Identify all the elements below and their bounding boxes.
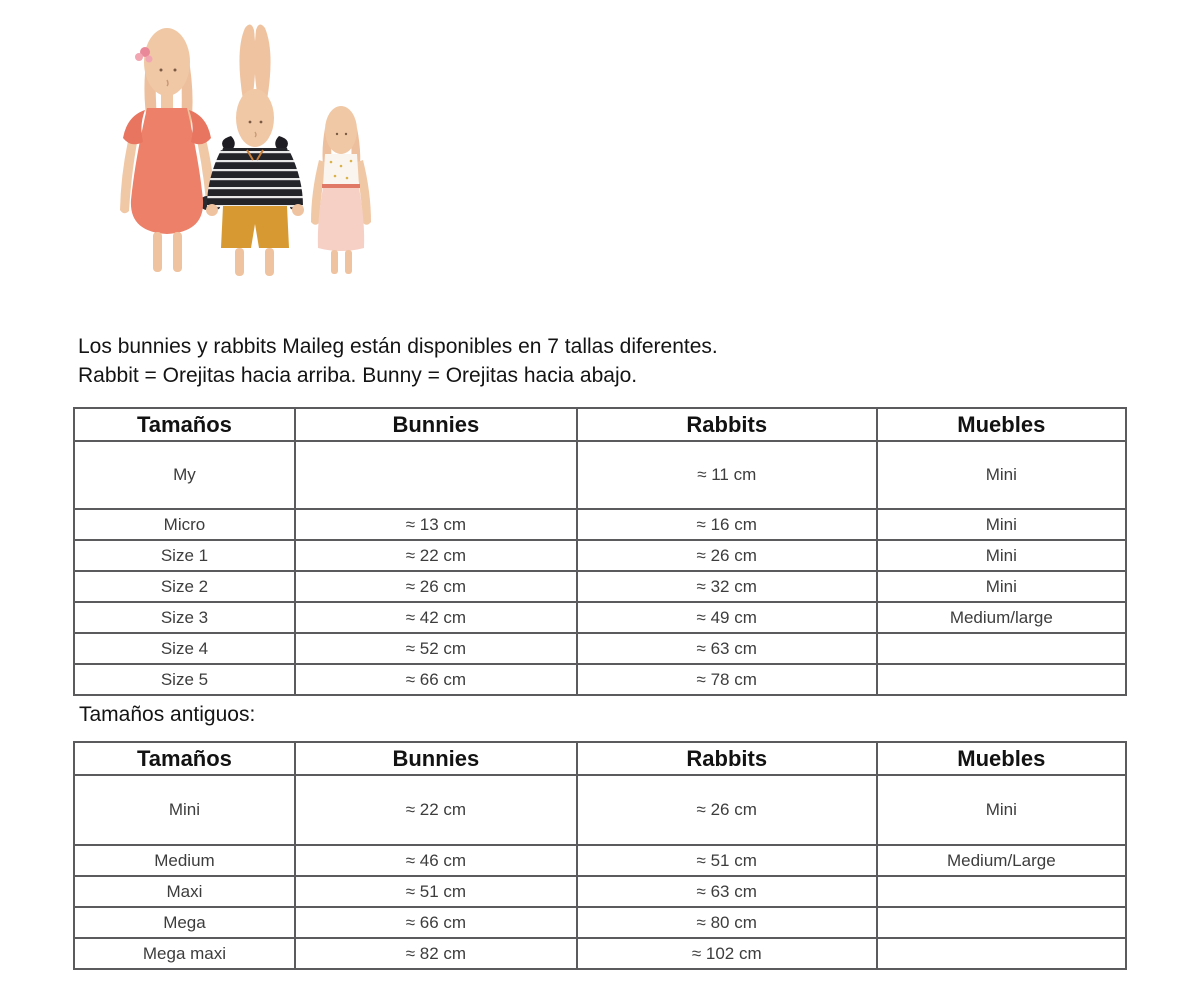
table-cell: ≈ 22 cm [293, 539, 578, 572]
column-header: Bunnies [293, 407, 578, 442]
table-row: Size 2 ≈ 26 cm ≈ 32 cm Mini [73, 570, 1128, 603]
table-cell: Mini [875, 539, 1128, 572]
table-row: Size 3 ≈ 42 cm ≈ 49 cm Medium/large [73, 601, 1128, 634]
table-cell: ≈ 32 cm [575, 570, 878, 603]
table-cell: Size 3 [73, 601, 296, 634]
table-row: Mega maxi ≈ 82 cm ≈ 102 cm [73, 937, 1128, 970]
table-cell: Mega maxi [73, 937, 296, 970]
table-cell [875, 632, 1128, 665]
table-cell: Maxi [73, 875, 296, 908]
table-cell: Mini [875, 570, 1128, 603]
table-cell [875, 663, 1128, 696]
maileg-dolls-photo [95, 10, 395, 285]
old-sizes-heading: Tamaños antiguos: [79, 703, 256, 726]
rabbit-striped-hoodie [206, 24, 304, 276]
table-row: Maxi ≈ 51 cm ≈ 63 cm [73, 875, 1128, 908]
table-cell: Mini [875, 508, 1128, 541]
table-cell: ≈ 63 cm [575, 632, 878, 665]
table-row: Size 4 ≈ 52 cm ≈ 63 cm [73, 632, 1128, 665]
table-cell: ≈ 49 cm [575, 601, 878, 634]
table-cell: ≈ 13 cm [293, 508, 578, 541]
table-row: My ≈ 11 cm Mini [73, 440, 1128, 510]
table-cell [875, 937, 1128, 970]
table-cell: ≈ 80 cm [575, 906, 878, 939]
table-cell [875, 875, 1128, 908]
table-cell: Mini [875, 440, 1128, 510]
header-row: Tamaños Bunnies Rabbits Muebles [73, 407, 1128, 442]
column-header: Muebles [875, 407, 1128, 442]
table-cell: ≈ 63 cm [575, 875, 878, 908]
column-header: Bunnies [293, 741, 578, 776]
table-cell: ≈ 46 cm [293, 844, 578, 877]
table-row: Micro ≈ 13 cm ≈ 16 cm Mini [73, 508, 1128, 541]
table-cell: ≈ 102 cm [575, 937, 878, 970]
table-cell: ≈ 26 cm [575, 539, 878, 572]
table-cell: Size 2 [73, 570, 296, 603]
table-cell: ≈ 51 cm [293, 875, 578, 908]
table-cell: Micro [73, 508, 296, 541]
table-row: Mini ≈ 22 cm ≈ 26 cm Mini [73, 774, 1128, 846]
table-cell: ≈ 66 cm [293, 906, 578, 939]
bunny-pink-dress [311, 106, 371, 274]
table-row: Size 1 ≈ 22 cm ≈ 26 cm Mini [73, 539, 1128, 572]
column-header: Tamaños [73, 407, 296, 442]
table-row: Medium ≈ 46 cm ≈ 51 cm Medium/Large [73, 844, 1128, 877]
table-cell: ≈ 78 cm [575, 663, 878, 696]
table-cell: Size 1 [73, 539, 296, 572]
table-cell: ≈ 51 cm [575, 844, 878, 877]
table-cell: ≈ 66 cm [293, 663, 578, 696]
table-cell: ≈ 11 cm [575, 440, 878, 510]
table-row: Mega ≈ 66 cm ≈ 80 cm [73, 906, 1128, 939]
intro-line-2: Rabbit = Orejitas hacia arriba. Bunny = … [78, 364, 638, 387]
table-cell: Size 4 [73, 632, 296, 665]
table-cell [293, 440, 578, 510]
table-cell: ≈ 26 cm [575, 774, 878, 846]
header-row: Tamaños Bunnies Rabbits Muebles [73, 741, 1128, 776]
table-cell: Mini [73, 774, 296, 846]
bunny-size-large [120, 28, 215, 272]
intro-line-1: Los bunnies y rabbits Maileg están dispo… [78, 335, 718, 358]
table-cell: Mini [875, 774, 1128, 846]
old-sizes-table: Tamaños Bunnies Rabbits Muebles Mini ≈ 22 cm ≈… [73, 741, 1128, 970]
table-cell: My [73, 440, 296, 510]
table-cell: ≈ 26 cm [293, 570, 578, 603]
table-cell: Size 5 [73, 663, 296, 696]
table-cell: ≈ 42 cm [293, 601, 578, 634]
table-cell: Medium [73, 844, 296, 877]
table-cell: ≈ 82 cm [293, 937, 578, 970]
column-header: Tamaños [73, 741, 296, 776]
table-cell [875, 906, 1128, 939]
table-row: Size 5 ≈ 66 cm ≈ 78 cm [73, 663, 1128, 696]
table-cell: ≈ 52 cm [293, 632, 578, 665]
current-sizes-table: Tamaños Bunnies Rabbits Muebles My ≈ 11 cm Min… [73, 407, 1128, 696]
table-cell: Medium/Large [875, 844, 1128, 877]
table-cell: Mega [73, 906, 296, 939]
column-header: Rabbits [575, 407, 878, 442]
intro-text: Los bunnies y rabbits Maileg están dispo… [78, 332, 718, 390]
table-cell: ≈ 22 cm [293, 774, 578, 846]
column-header: Muebles [875, 741, 1128, 776]
table-cell: ≈ 16 cm [575, 508, 878, 541]
column-header: Rabbits [575, 741, 878, 776]
table-cell: Medium/large [875, 601, 1128, 634]
maileg-dolls-illustration [120, 24, 371, 276]
